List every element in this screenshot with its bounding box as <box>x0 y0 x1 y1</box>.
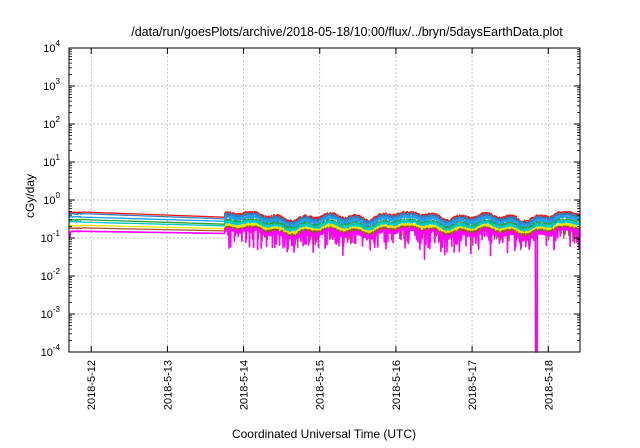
y-tick-label: 104 <box>43 39 60 55</box>
y-tick-label: 100 <box>43 191 60 207</box>
series-line <box>68 227 581 353</box>
series-lines <box>68 210 581 353</box>
x-tick-label: 2018-5-15 <box>315 360 327 410</box>
y-tick-label: 101 <box>43 153 60 169</box>
y-axis-label: cGy/day <box>23 174 37 218</box>
y-tick-label: 10-3 <box>41 305 61 321</box>
grid-lines <box>69 48 580 352</box>
y-tick-label: 10-2 <box>41 267 61 283</box>
x-tick-label: 2018-5-14 <box>239 360 251 410</box>
y-tick-label: 102 <box>43 115 60 131</box>
x-tick-label: 2018-5-18 <box>543 360 555 410</box>
x-axis-label: Coordinated Universal Time (UTC) <box>232 427 416 441</box>
y-tick-label: 10-4 <box>41 343 61 359</box>
y-tick-label: 10-1 <box>41 229 61 245</box>
x-tick-label: 2018-5-16 <box>391 360 403 410</box>
x-tick-label: 2018-5-13 <box>162 360 174 410</box>
x-tick-label: 2018-5-12 <box>86 360 98 410</box>
axis-ticks: 10-4 10-3 10-2 10-1 100 101 102 103 104 2018-5-12… <box>41 39 580 410</box>
chart-title: /data/run/goesPlots/archive/2018-05-18/1… <box>131 25 563 39</box>
y-tick-label: 103 <box>43 77 60 93</box>
series-line <box>68 214 581 230</box>
x-tick-label: 2018-5-17 <box>467 360 479 410</box>
